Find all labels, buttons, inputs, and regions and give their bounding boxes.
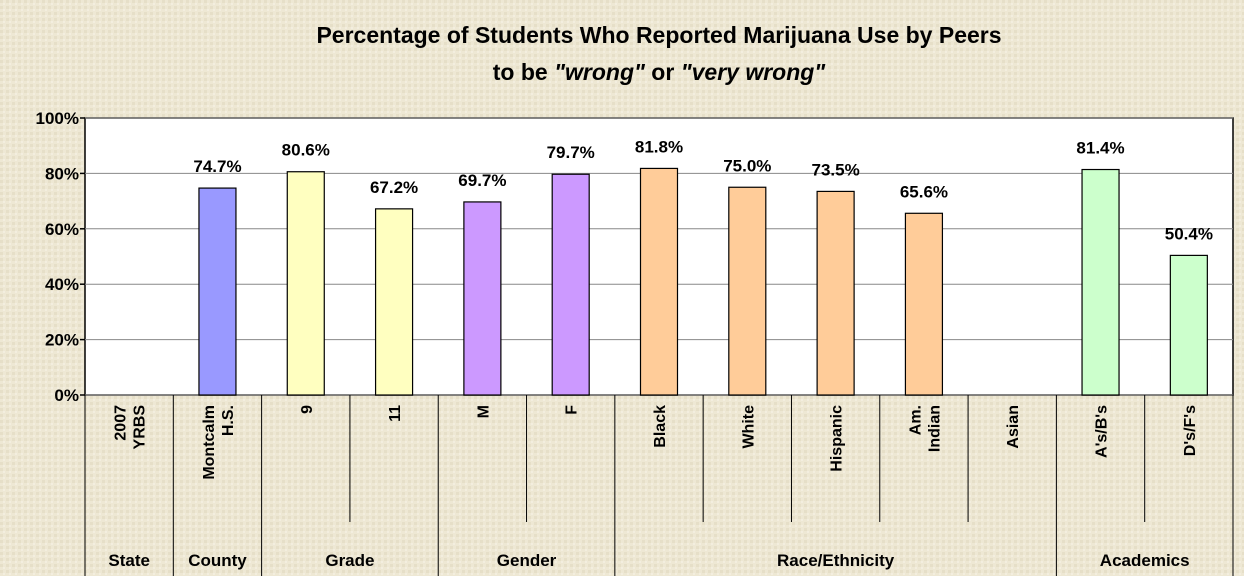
x-tick-label: Asian: [1005, 405, 1022, 449]
value-label: 69.7%: [458, 171, 506, 190]
y-tick-label: 60%: [45, 220, 79, 239]
x-tick-label: 9: [299, 405, 316, 414]
bar: [198, 187, 237, 396]
x-tick-label: YRBS: [132, 405, 149, 450]
bar: [463, 201, 502, 396]
group-label: Gender: [497, 551, 557, 570]
x-tick-label: Montcalm: [201, 405, 218, 480]
y-tick-label: 20%: [45, 331, 79, 350]
bar: [286, 171, 325, 396]
group-label: State: [108, 551, 150, 570]
value-label: 50.4%: [1165, 224, 1213, 243]
x-tick-label: Hispanic: [829, 405, 846, 472]
y-tick-label: 100%: [36, 109, 79, 128]
chart-title: Percentage of Students Who Reported Mari…: [316, 22, 1001, 48]
group-label: Grade: [325, 551, 374, 570]
group-label: Academics: [1100, 551, 1190, 570]
value-label: 81.8%: [635, 137, 683, 156]
chart-subtitle: to be "wrong" or "very wrong": [493, 59, 827, 85]
x-tick-label: A's/B's: [1094, 405, 1111, 458]
bar: [1169, 254, 1208, 396]
bar: [904, 212, 944, 396]
x-tick-label: Black: [652, 405, 669, 448]
x-tick-label: Indian: [926, 405, 943, 452]
value-label: 79.7%: [547, 143, 595, 162]
bar: [639, 167, 679, 396]
subtitle-part: "very wrong": [681, 59, 827, 85]
value-label: 65.6%: [900, 182, 948, 201]
group-label: County: [188, 551, 247, 570]
y-tick-label: 0%: [54, 386, 79, 405]
value-label: 75.0%: [723, 156, 771, 175]
x-tick-label: White: [740, 405, 757, 449]
subtitle-part: "wrong": [554, 59, 646, 85]
subtitle-part: or: [645, 59, 681, 85]
y-tick-label: 40%: [45, 275, 79, 294]
subtitle-part: to be: [493, 59, 554, 85]
x-tick-label: F: [564, 405, 581, 415]
value-label: 74.7%: [193, 157, 241, 176]
x-tick-label: H.S.: [220, 405, 237, 436]
group-label: Race/Ethnicity: [777, 551, 895, 570]
y-tick-label: 80%: [45, 164, 79, 183]
bar: [1081, 168, 1120, 396]
x-tick-label: 2007: [113, 405, 130, 441]
value-label: 73.5%: [812, 160, 860, 179]
x-tick-label: 11: [387, 405, 404, 422]
bar: [728, 186, 767, 396]
value-label: 80.6%: [282, 141, 330, 160]
value-label: 67.2%: [370, 178, 418, 197]
bar: [551, 173, 590, 396]
value-label: 81.4%: [1076, 139, 1124, 158]
bar: [374, 208, 414, 396]
x-tick-label: Am.: [907, 405, 924, 435]
x-tick-label: D's/F's: [1182, 405, 1199, 456]
bar: [816, 190, 855, 396]
x-tick-label: M: [475, 405, 492, 418]
